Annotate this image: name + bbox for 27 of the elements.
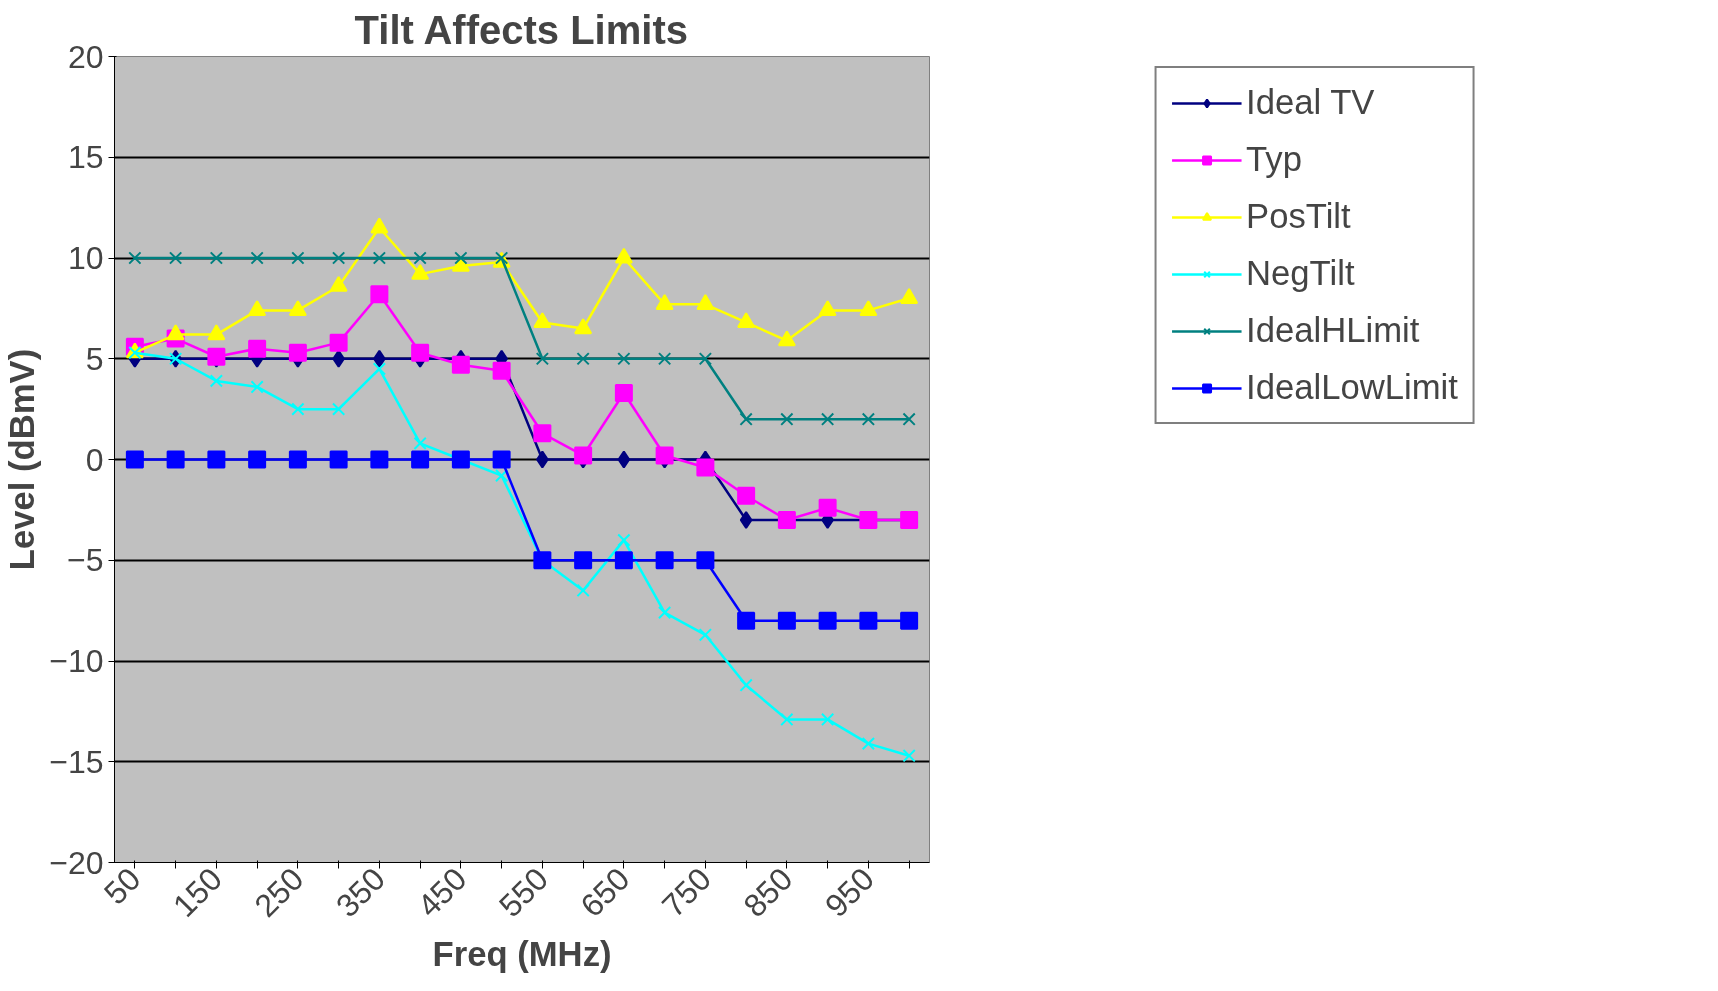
x-axis-title: Freq (MHz) <box>432 934 612 973</box>
x-tick-label: 750 <box>654 860 719 924</box>
legend-label: PosTilt <box>1246 197 1351 236</box>
x-tick-label: 250 <box>247 860 311 924</box>
y-tick-label: −10 <box>49 643 104 679</box>
y-tick-label: −5 <box>67 542 104 579</box>
y-tick-label: −15 <box>49 743 104 780</box>
y-tick-label: 0 <box>85 441 104 478</box>
y-tick-label: 15 <box>67 139 104 176</box>
y-axis-title: Level (dBmV) <box>3 348 42 571</box>
x-tick-label: 550 <box>491 860 556 924</box>
x-tick-label: 150 <box>165 860 230 924</box>
legend-label: Typ <box>1246 140 1302 179</box>
legend-label: IdealLowLimit <box>1246 368 1458 407</box>
x-tick-label: 950 <box>817 860 882 924</box>
x-tick-label: 650 <box>573 860 637 924</box>
legend-label: IdealHLimit <box>1246 311 1420 350</box>
legend-label: NegTilt <box>1246 254 1355 293</box>
y-tick-label: 10 <box>67 240 104 276</box>
x-tick-label: 350 <box>328 860 393 924</box>
x-tick-label: 450 <box>410 860 474 924</box>
legend-label: Ideal TV <box>1246 83 1375 122</box>
y-tick-label: 20 <box>67 38 104 75</box>
y-tick-label: 5 <box>85 340 104 377</box>
y-tick-label: −20 <box>49 844 104 881</box>
x-tick-label: 850 <box>736 860 800 924</box>
chart-title: Tilt Affects Limits <box>354 7 688 52</box>
